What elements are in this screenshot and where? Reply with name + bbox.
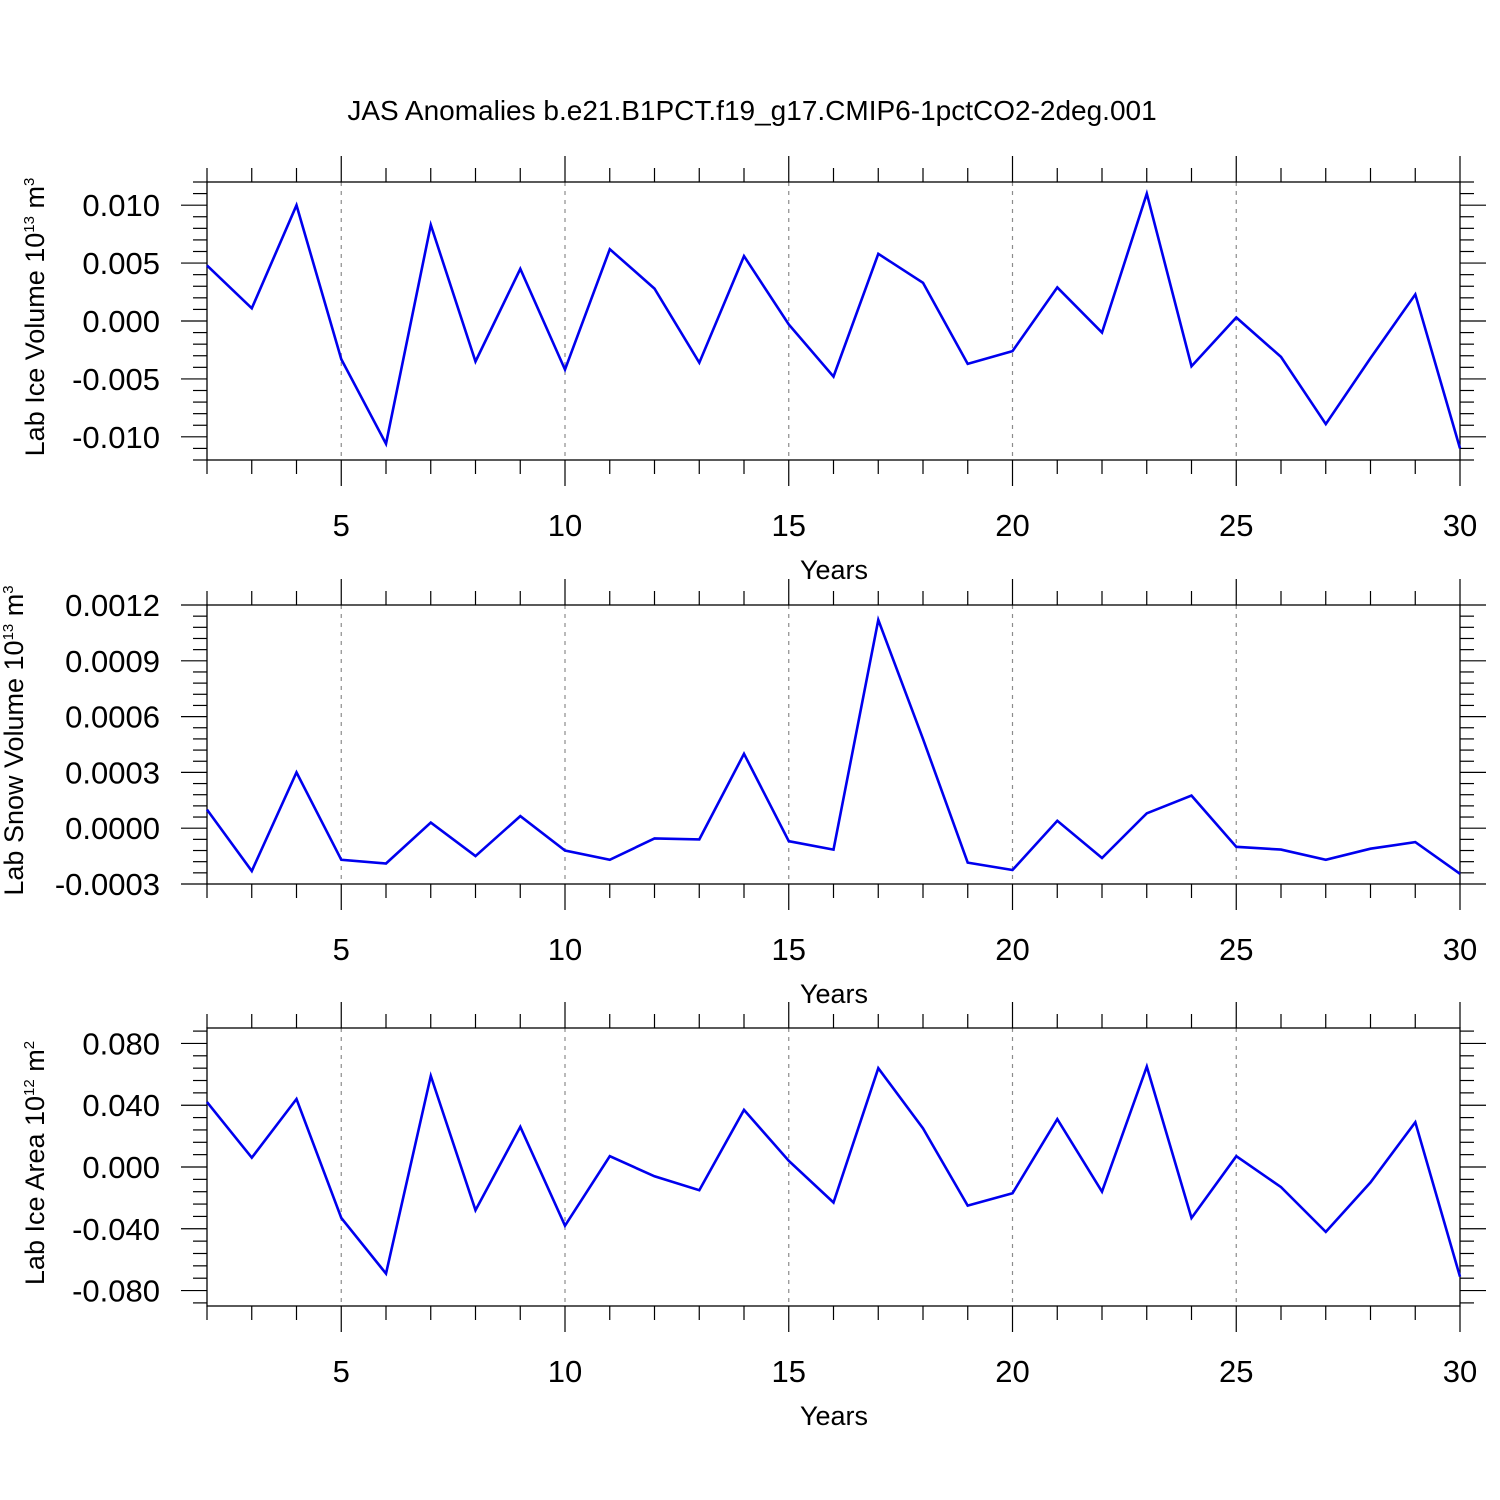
x-tick-label: 20: [995, 508, 1029, 543]
x-tick-label: 10: [548, 1354, 582, 1389]
panel-2: -0.0003 0.0000 0.0003 0.0006 0.0009 0.0012 5 10…: [0, 579, 1486, 1009]
y-tick-label: 0.0012: [65, 588, 160, 623]
plot-frame: [206, 181, 1461, 461]
x-tick-label: 15: [772, 1354, 806, 1389]
y-tick-label: -0.040: [72, 1212, 160, 1247]
data-series-line: [205, 1062, 1462, 1278]
panel-1: -0.010 -0.005 0.000 0.005 0.010 5 10 15 20 25 30 Ye…: [20, 156, 1486, 585]
y-tick-label: 0.0003: [65, 755, 160, 790]
plot-frame: [206, 1027, 1461, 1307]
figure-title: JAS Anomalies b.e21.B1PCT.f19_g17.CMIP6-…: [347, 95, 1156, 126]
y-tick-label: -0.005: [72, 362, 160, 397]
x-tick-label: 25: [1219, 932, 1253, 967]
y-tick-label: 0.0009: [65, 644, 160, 679]
x-tick-label: 10: [548, 932, 582, 967]
x-tick-label: 25: [1219, 508, 1253, 543]
data-series-line: [205, 615, 1461, 875]
y-axis-title-text: Lab Snow Volume 10: [0, 640, 29, 895]
y-axis-title-superscript: 12: [21, 1079, 38, 1096]
x-tick-label: 5: [333, 932, 350, 967]
x-tick-label: 15: [772, 932, 806, 967]
y-axis-title-superscript: 2: [21, 1041, 38, 1049]
x-tick-label: 25: [1219, 1354, 1253, 1389]
y-tick-label: 0.000: [82, 1150, 160, 1185]
y-tick-label: 0.0006: [65, 700, 160, 735]
panel-3: -0.080 -0.040 0.000 0.040 0.080 5 10 15 20 25 30 Ye…: [20, 1002, 1486, 1431]
x-tick-label: 10: [548, 508, 582, 543]
y-tick-label: 0.040: [82, 1088, 160, 1123]
x-tick-label: 20: [995, 1354, 1029, 1389]
x-tick-label: 5: [333, 508, 350, 543]
y-axis-title: Lab Ice Volume 1013 m3: [20, 178, 50, 457]
x-tick-label: 30: [1443, 508, 1477, 543]
y-tick-label: -0.080: [72, 1274, 160, 1309]
x-tick-label: 30: [1443, 1354, 1477, 1389]
y-tick-label: -0.0003: [55, 867, 160, 902]
y-tick-label: 0.080: [82, 1026, 160, 1061]
plot-frame: [206, 604, 1461, 885]
y-axis-title-superscript: 3: [21, 178, 38, 186]
x-axis-title: Years: [800, 555, 868, 585]
y-axis-title-superscript: 13: [0, 624, 17, 641]
y-tick-label: 0.000: [82, 304, 160, 339]
y-tick-label: 0.010: [82, 188, 160, 223]
y-tick-label: -0.010: [72, 420, 160, 455]
y-axis-title-text: m: [20, 1049, 50, 1079]
y-axis-title: Lab Snow Volume 1013 m3: [0, 585, 29, 895]
x-axis-title: Years: [800, 1401, 868, 1431]
y-axis-title-text: m: [20, 186, 50, 216]
y-axis-title-superscript: 3: [0, 585, 17, 593]
y-axis-title: Lab Ice Area 1012 m2: [20, 1041, 50, 1285]
data-series-line: [206, 188, 1462, 449]
y-axis-title-text: Lab Ice Volume 10: [20, 233, 50, 457]
y-axis-title-text: m: [0, 594, 29, 624]
x-tick-label: 5: [333, 1354, 350, 1389]
x-tick-label: 20: [995, 932, 1029, 967]
y-axis-title-text: Lab Ice Area 10: [20, 1096, 50, 1285]
x-tick-label: 15: [772, 508, 806, 543]
y-axis-title-superscript: 13: [21, 216, 38, 233]
x-axis-title: Years: [800, 979, 868, 1009]
x-tick-label: 30: [1443, 932, 1477, 967]
y-tick-label: 0.0000: [65, 811, 160, 846]
y-tick-label: 0.005: [82, 246, 160, 281]
